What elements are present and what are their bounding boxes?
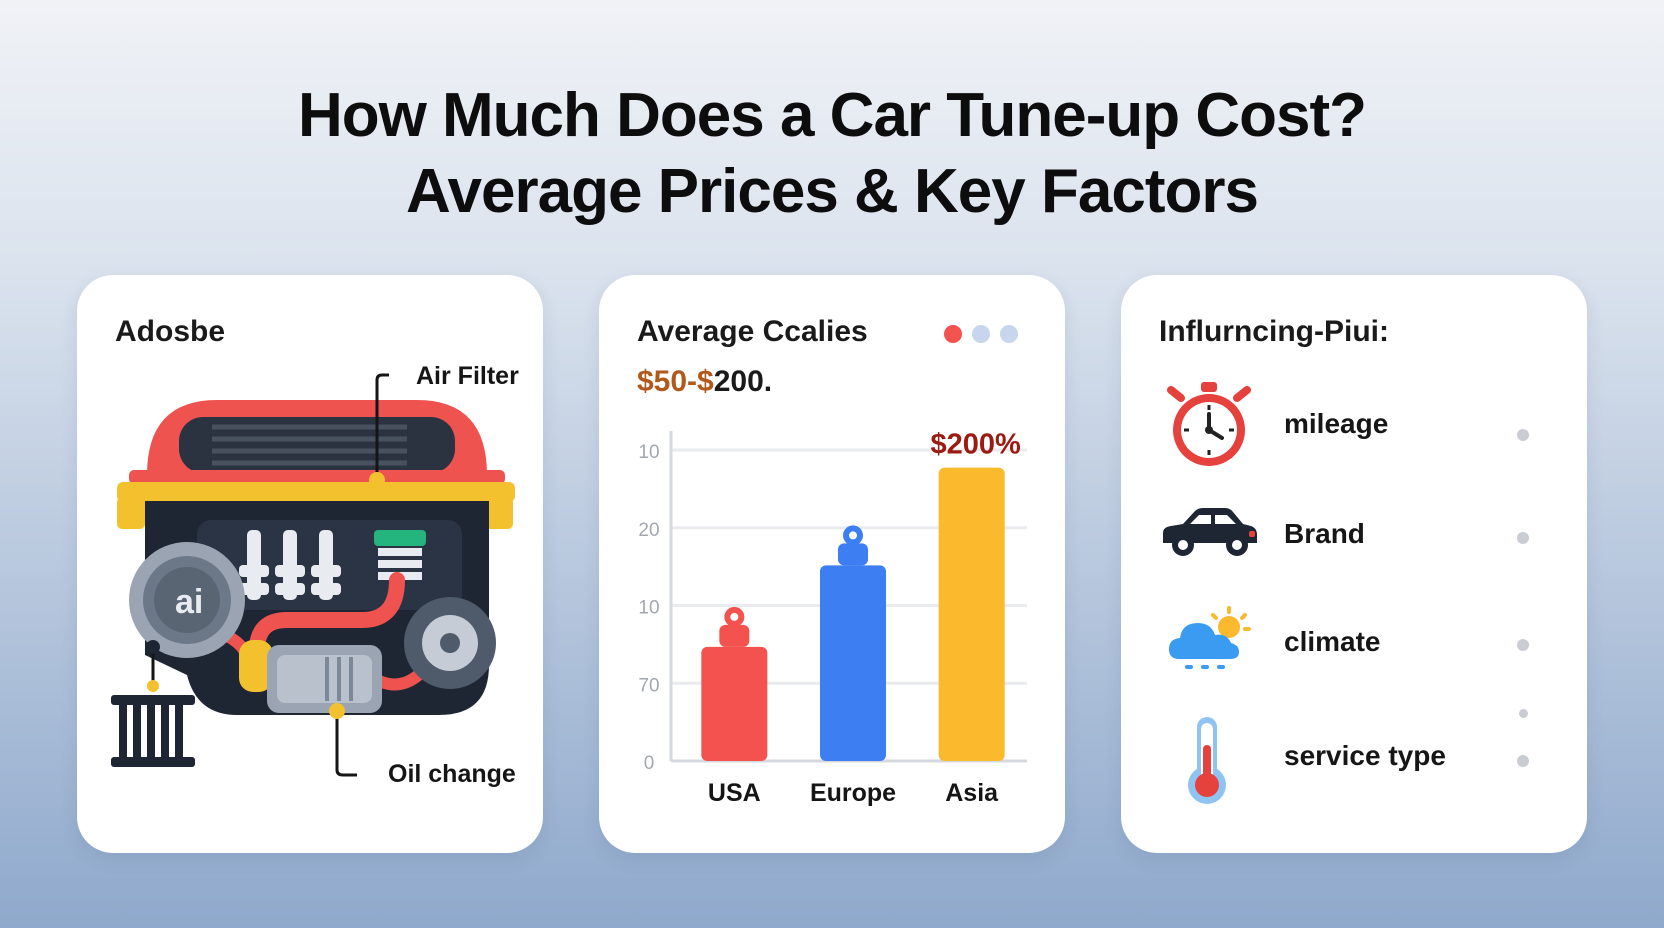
y-tick-label: 10: [638, 442, 659, 463]
bar-marker-hole-icon: [730, 612, 739, 621]
factors-card: Influrncing-Piui: mileage Brand: [1121, 275, 1587, 853]
price-range-part2: 200.: [713, 365, 773, 398]
oil-change-callout: Oil change: [388, 760, 516, 788]
price-range: $50-$200.: [637, 365, 772, 399]
car-icon: [1163, 508, 1257, 556]
page-title: How Much Does a Car Tune-up Cost? Averag…: [0, 78, 1664, 230]
factor-brand-label: Brand: [1284, 518, 1365, 549]
bar-europe: [820, 565, 886, 761]
bar-usa: [701, 646, 768, 761]
engine-card-title: Adosbe: [115, 315, 226, 348]
extra-bullet: [1519, 709, 1528, 718]
x-tick-label: Europe: [810, 779, 896, 807]
bar-marker-icon: [719, 624, 750, 647]
engine-illustration-icon: ai: [111, 373, 515, 777]
stopwatch-icon: [1167, 382, 1251, 466]
chart-card-title: Average Ccalies: [637, 315, 868, 348]
factor-climate-bullet: [1517, 639, 1529, 651]
price-bar-chart: 0 70 10 20 10 USA Europe Asia $200%: [638, 429, 1027, 807]
air-filter-callout: Air Filter: [416, 362, 519, 390]
x-tick-label: USA: [708, 779, 761, 807]
factors-card-title: Influrncing-Piui:: [1159, 315, 1389, 348]
y-tick-label: 0: [644, 753, 655, 774]
svg-text:ai: ai: [175, 583, 203, 621]
bar-marker-hole-icon: [849, 531, 857, 540]
blue-dot-2: [1000, 325, 1018, 343]
bar-asia: [938, 467, 1005, 761]
factor-mileage-bullet: [1517, 429, 1529, 441]
factor-mileage-label: mileage: [1284, 408, 1389, 439]
y-tick-label: 20: [638, 520, 659, 541]
x-tick-label: Asia: [945, 779, 999, 807]
bar-marker-icon: [838, 543, 868, 566]
data-label: $200%: [931, 429, 1022, 461]
engine-card: Adosbe ai: [77, 275, 543, 853]
cloud-sun-icon: [1169, 606, 1251, 669]
thermometer-icon: [1188, 717, 1226, 804]
factor-service-type-bullet: [1517, 755, 1529, 767]
y-tick-label: 70: [638, 675, 659, 696]
title-line-2: Average Prices & Key Factors: [406, 157, 1259, 226]
blue-dot: [972, 325, 990, 343]
factor-service-type-label: service type: [1284, 740, 1446, 771]
average-costs-card: Average Ccalies $50-$200. 0 70 10 20 10 USA Eu…: [599, 275, 1065, 853]
price-range-part1: $50-$: [637, 365, 714, 398]
title-line-1: How Much Does a Car Tune-up Cost?: [297, 81, 1367, 150]
factor-climate-label: climate: [1284, 626, 1381, 657]
y-tick-label: 10: [638, 598, 659, 619]
factor-brand-bullet: [1517, 532, 1529, 544]
red-dot: [944, 325, 962, 343]
